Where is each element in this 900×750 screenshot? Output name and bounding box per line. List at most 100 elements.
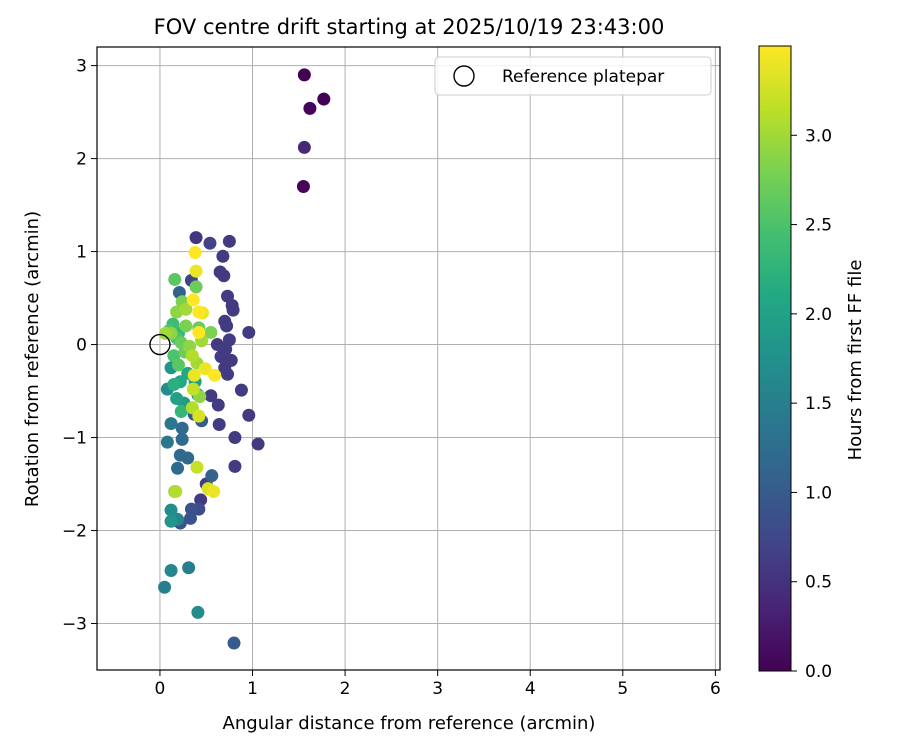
data-point: [242, 325, 256, 339]
data-point: [190, 460, 204, 474]
legend-box: [434, 56, 712, 96]
data-point: [183, 511, 197, 525]
colorbar-tick-label: 2.5: [805, 216, 832, 236]
x-axis-ticks: 0 1 2 3 4 5 6: [155, 670, 721, 699]
data-point: [188, 245, 202, 259]
data-point: [158, 580, 172, 594]
data-point: [171, 358, 185, 372]
data-point: [169, 484, 183, 498]
data-point: [173, 448, 187, 462]
x-tick-label: 0: [155, 679, 166, 699]
data-point: [222, 234, 236, 248]
data-point: [207, 484, 221, 498]
reference-platepar-marker: [149, 333, 171, 356]
colorbar-tick-label: 0.5: [805, 573, 832, 593]
data-point: [204, 325, 218, 339]
data-point: [186, 382, 200, 396]
data-point: [228, 431, 242, 445]
chart-title: FOV centre drift starting at 2025/10/19 …: [154, 15, 665, 39]
data-point: [186, 293, 200, 307]
plot-frame: [96, 46, 721, 671]
x-axis-label: Angular distance from reference (arcmin): [223, 713, 596, 734]
colorbar-tick-label: 0.0: [805, 662, 832, 682]
data-point: [192, 325, 206, 339]
data-point: [164, 564, 178, 578]
data-point: [221, 367, 235, 381]
data-point: [216, 249, 230, 263]
colorbar-tick-label: 1.0: [805, 483, 832, 503]
data-point: [212, 418, 226, 432]
data-point: [191, 605, 205, 619]
x-tick-label: 1: [247, 679, 258, 699]
data-point: [179, 319, 193, 333]
data-point: [217, 269, 231, 283]
data-points: [149, 68, 331, 650]
data-point: [317, 92, 331, 106]
y-axis-ticks: −3 −2 −1 0 1 2 3: [62, 57, 97, 635]
data-point: [189, 264, 203, 278]
x-tick-label: 3: [432, 679, 443, 699]
data-point: [228, 459, 242, 473]
data-point: [189, 280, 203, 294]
data-point: [297, 140, 311, 154]
data-point: [303, 101, 317, 115]
data-point: [164, 514, 178, 528]
data-point: [170, 391, 184, 405]
data-point: [227, 636, 241, 650]
x-tick-label: 5: [617, 679, 628, 699]
data-point: [164, 503, 178, 517]
y-tick-label: 1: [76, 243, 87, 263]
data-point: [175, 421, 189, 435]
y-tick-label: 3: [76, 57, 87, 77]
data-point: [189, 231, 203, 245]
data-point: [297, 68, 311, 82]
colorbar: [758, 45, 792, 672]
y-tick-label: −3: [62, 615, 87, 635]
data-point: [167, 378, 181, 392]
data-point: [168, 272, 182, 286]
data-point: [234, 383, 248, 397]
colorbar-tick-label: 1.5: [805, 394, 832, 414]
y-axis-label: Rotation from reference (arcmin): [22, 211, 43, 507]
data-point: [204, 389, 218, 403]
data-point: [205, 469, 219, 483]
y-tick-label: −1: [62, 429, 87, 449]
legend-label: Reference platepar: [502, 67, 664, 87]
data-point: [192, 409, 206, 423]
data-point: [160, 435, 174, 449]
x-tick-label: 4: [525, 679, 536, 699]
data-point: [220, 319, 234, 333]
data-point: [211, 398, 225, 412]
data-point: [175, 432, 189, 446]
legend: Reference platepar: [434, 56, 712, 96]
data-point: [174, 405, 188, 419]
data-point: [185, 349, 199, 363]
data-point: [171, 461, 185, 475]
x-tick-label: 2: [340, 679, 351, 699]
data-point: [208, 368, 222, 382]
y-tick-label: 2: [76, 150, 87, 170]
legend-marker: [453, 65, 475, 87]
data-point: [159, 326, 173, 340]
data-point: [182, 561, 196, 575]
data-point: [214, 350, 228, 364]
colorbar-tick-label: 2.0: [805, 305, 832, 325]
colorbar-label: Hours from first FF file: [845, 260, 866, 461]
y-tick-label: −2: [62, 522, 87, 542]
x-tick-label: 6: [710, 679, 721, 699]
data-point: [192, 305, 206, 319]
data-point: [296, 179, 310, 193]
y-tick-label: 0: [76, 336, 87, 356]
data-point: [179, 302, 193, 316]
data-point: [226, 303, 240, 317]
colorbar-ticks: 0.0 0.5 1.0 1.5 2.0 2.5 3.0: [791, 126, 832, 682]
data-point: [251, 437, 265, 451]
colorbar-tick-label: 3.0: [805, 126, 832, 146]
data-point: [187, 368, 201, 382]
data-point: [198, 362, 212, 376]
data-point: [242, 408, 256, 422]
data-point: [164, 417, 178, 431]
data-point: [203, 236, 217, 250]
